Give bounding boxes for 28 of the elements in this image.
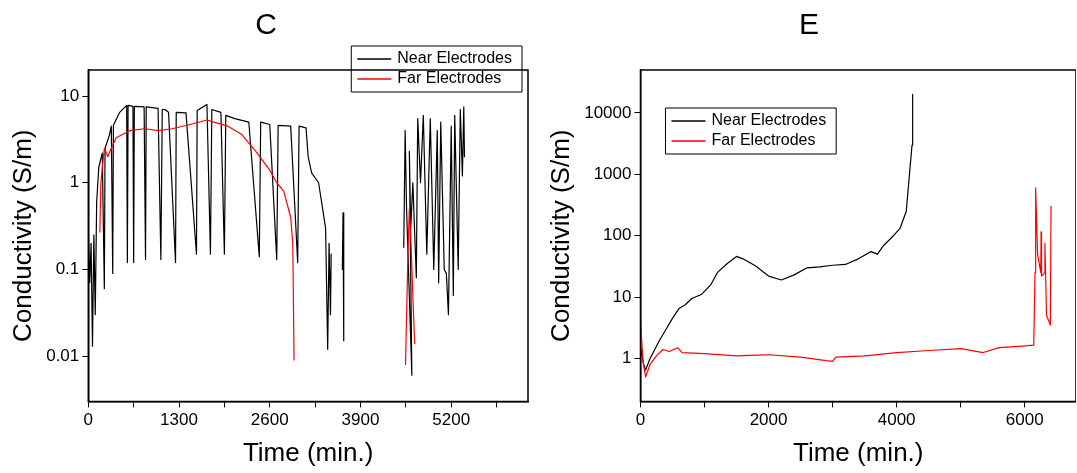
x-axis-title: Time (min.) (792, 436, 924, 467)
x-tick-label: 3900 (341, 410, 380, 430)
legend-label: Far Electrodes (397, 69, 502, 87)
x-tick-label: 2000 (749, 410, 788, 430)
chart-title: E (798, 7, 820, 41)
x-tick-label: 0 (635, 410, 646, 430)
y-tick-label: 10000 (584, 102, 632, 122)
y-tick-label: 100 (603, 225, 632, 245)
y-tick-label: 0.01 (46, 345, 80, 365)
x-tick-label: 0 (83, 410, 94, 430)
x-tick-label: 6000 (1005, 410, 1044, 430)
y-tick-label: 10 (60, 85, 80, 105)
x-tick-label: 5200 (432, 410, 471, 430)
y-tick-label: 0.1 (55, 259, 80, 279)
legend-label: Near Electrodes (397, 49, 512, 67)
legend-label: Near Electrodes (711, 111, 827, 129)
y-tick-label: 1 (622, 348, 632, 368)
y-axis-title: Conductivity (S/m) (544, 129, 575, 342)
y-tick-label: 10 (612, 286, 632, 306)
y-tick-label: 1000 (593, 163, 632, 183)
x-axis-title: Time (min.) (242, 436, 374, 467)
legend-label: Far Electrodes (711, 131, 816, 149)
y-axis-title: Conductivity (S/m) (6, 129, 37, 342)
y-tick-label: 1 (69, 172, 80, 192)
chart-title: C (255, 7, 277, 41)
x-tick-label: 4000 (877, 410, 916, 430)
x-tick-label: 1300 (160, 410, 198, 430)
x-tick-label: 2600 (250, 410, 289, 430)
